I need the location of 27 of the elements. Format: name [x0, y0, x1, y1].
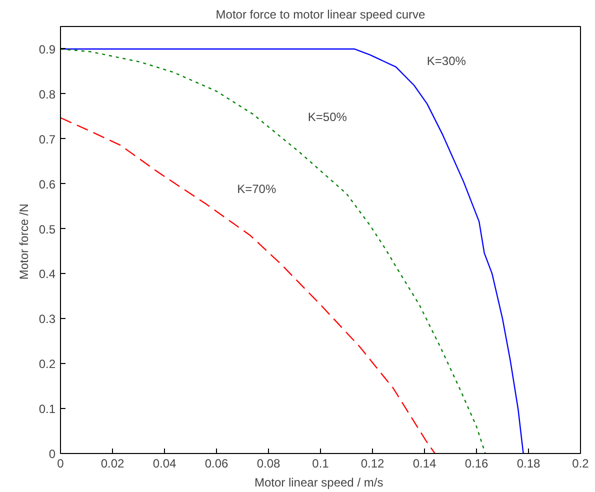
text: K=50%: [308, 110, 348, 124]
y-tick-label: 0.7: [38, 132, 56, 146]
x-tick-label: 0.12: [360, 456, 385, 470]
y-tick-label: 0.6: [38, 177, 56, 192]
x-tick-label: 0.1: [312, 456, 330, 470]
x-axis-title: Motor linear speed / m/s: [254, 476, 384, 490]
chart-title: Motor force to motor linear speed curve: [216, 8, 426, 22]
y-tick-label: 0: [48, 447, 56, 461]
x-tick-label: 0.08: [256, 456, 281, 470]
text: K=70%: [237, 182, 276, 196]
y-tick-label: 0.5: [38, 222, 56, 236]
y-tick-label: 0.1: [38, 402, 56, 416]
x-tick-label: 0.02: [100, 456, 125, 470]
x-tick-label: 0.14: [412, 456, 437, 470]
x-tick-label: 0: [57, 456, 64, 470]
x-tick-label: 0.18: [516, 456, 541, 470]
y-axis-title: Motor force /N: [16, 204, 31, 280]
y-tick-label: 0.9: [38, 42, 56, 56]
x-tick-label: 0.06: [204, 456, 229, 470]
y-tick-label: 0.2: [38, 357, 56, 372]
x-tick-label: 0.16: [464, 456, 489, 470]
series-label: K=30%: [426, 54, 466, 68]
y-tick-label: 0.4: [38, 267, 56, 282]
x-tick-label: 0.04: [152, 456, 177, 470]
y-tick-label: 0.3: [38, 312, 56, 326]
y-tick-label: 0.8: [38, 87, 56, 102]
x-tick-label: 0.2: [572, 456, 590, 470]
